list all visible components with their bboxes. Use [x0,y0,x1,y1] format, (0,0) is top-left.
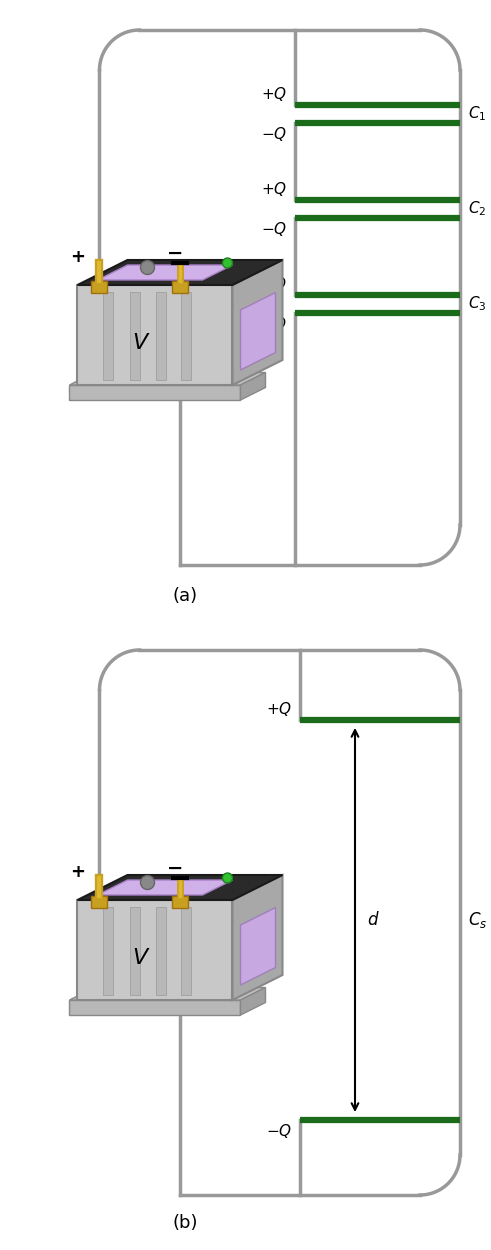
Polygon shape [78,875,282,900]
Circle shape [140,875,155,890]
Bar [78,900,233,1000]
Text: V: V [133,332,148,352]
Text: $+Q$: $+Q$ [261,275,287,292]
Text: +: + [70,248,85,266]
Text: (b): (b) [172,1214,198,1232]
Bar [172,896,188,908]
Bar [130,292,140,380]
Circle shape [222,872,233,882]
Text: $+Q$: $+Q$ [261,85,287,102]
Polygon shape [241,988,266,1015]
Text: $d$: $d$ [367,911,380,929]
Text: −: − [167,244,183,262]
Bar [70,1000,241,1015]
Polygon shape [70,372,266,385]
Polygon shape [98,880,233,895]
Bar [104,908,113,995]
Circle shape [140,260,155,275]
Text: $-Q$: $-Q$ [261,125,287,142]
Bar [91,281,108,292]
Polygon shape [241,292,275,370]
Text: $C_1$: $C_1$ [468,105,487,124]
Text: $C_s$: $C_s$ [468,910,488,930]
Text: +: + [70,862,85,881]
Bar [130,908,140,995]
Polygon shape [241,372,266,400]
Text: $+Q$: $+Q$ [261,180,287,198]
Text: $C_2$: $C_2$ [468,200,486,219]
Bar [70,385,241,400]
Text: (a): (a) [172,588,197,605]
Polygon shape [70,988,266,1000]
Polygon shape [78,260,282,285]
Polygon shape [98,265,233,280]
Polygon shape [233,260,282,385]
Bar [156,908,166,995]
Bar [181,908,191,995]
Bar [156,292,166,380]
Circle shape [222,258,233,268]
Bar [181,292,191,380]
Text: V: V [133,948,148,968]
Text: $+Q$: $+Q$ [266,700,292,718]
Bar [91,896,108,908]
Text: −: − [167,859,183,878]
Text: $C_3$: $C_3$ [468,295,487,314]
Text: $-Q$: $-Q$ [266,1122,292,1140]
Text: $-Q$: $-Q$ [261,315,287,332]
Polygon shape [233,875,282,1000]
Bar [78,285,233,385]
Bar [172,281,188,292]
Polygon shape [241,908,275,985]
Bar [104,292,113,380]
Text: $-Q$: $-Q$ [261,220,287,238]
